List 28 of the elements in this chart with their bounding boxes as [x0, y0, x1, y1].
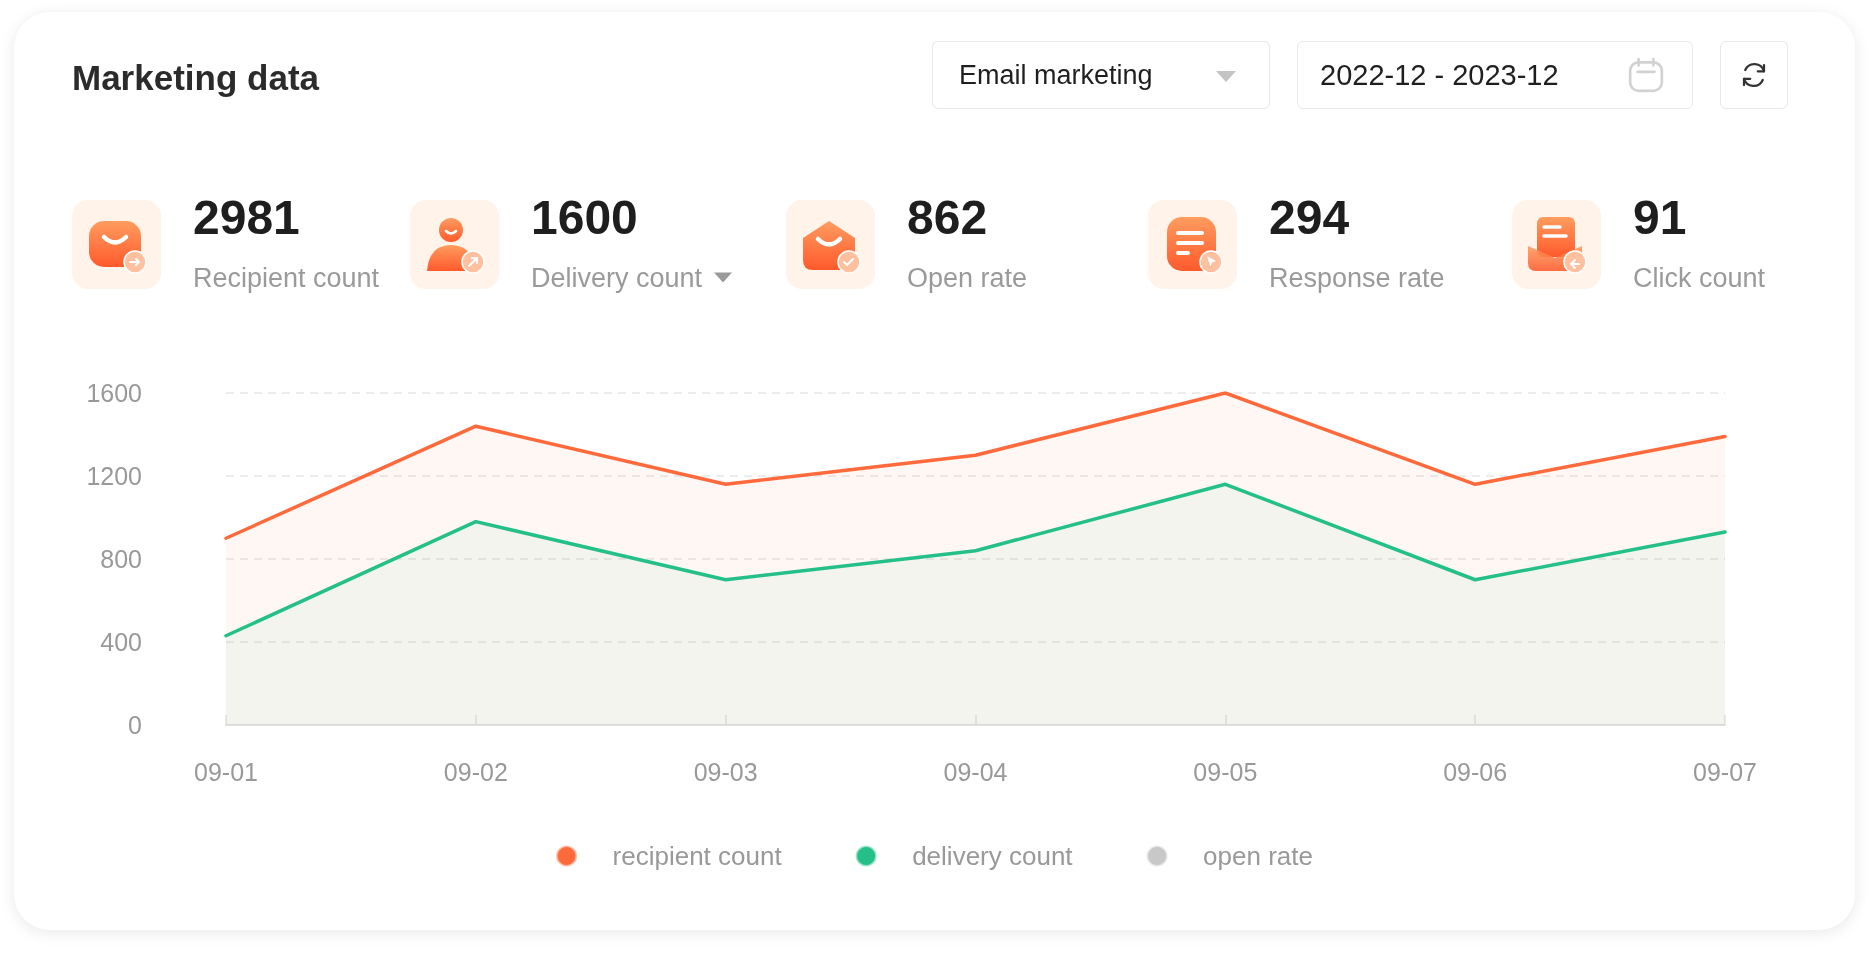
x-tick-label: 09-03	[693, 757, 758, 786]
x-tick-label: 09-05	[1193, 757, 1258, 786]
legend-label: open rate	[1203, 841, 1313, 871]
y-tick-label: 0	[128, 711, 142, 739]
legend-label: delivery count	[912, 841, 1074, 871]
y-tick-label: 800	[100, 545, 142, 573]
x-tick-label: 09-02	[443, 757, 508, 786]
y-tick-label: 1600	[86, 379, 142, 407]
category-label: Open rate	[907, 263, 1028, 293]
date-field: 2022-12 - 2023-12	[1297, 41, 1693, 109]
data-label: 91	[1633, 191, 1687, 244]
data-label: 1600	[531, 191, 638, 244]
legend-label: recipient count	[612, 841, 783, 871]
category-label: Response rate	[1269, 263, 1445, 293]
text: Marketing data	[72, 58, 319, 97]
x-tick-label: 09-01	[194, 757, 258, 786]
x-tick-label: 09-06	[1443, 757, 1508, 786]
select-field: Email marketing	[932, 41, 1270, 109]
category-label: Delivery count	[531, 263, 703, 293]
category-label: Click count	[1633, 263, 1766, 293]
y-tick-label: 1200	[86, 462, 142, 490]
category-label: Recipient count	[193, 263, 380, 293]
x-tick-label: 09-04	[943, 757, 1008, 786]
data-label: 862	[907, 191, 988, 244]
data-label: 294	[1269, 191, 1350, 244]
y-tick-label: 400	[100, 628, 142, 656]
data-label: 2981	[193, 191, 300, 244]
x-tick-label: 09-07	[1693, 757, 1757, 786]
